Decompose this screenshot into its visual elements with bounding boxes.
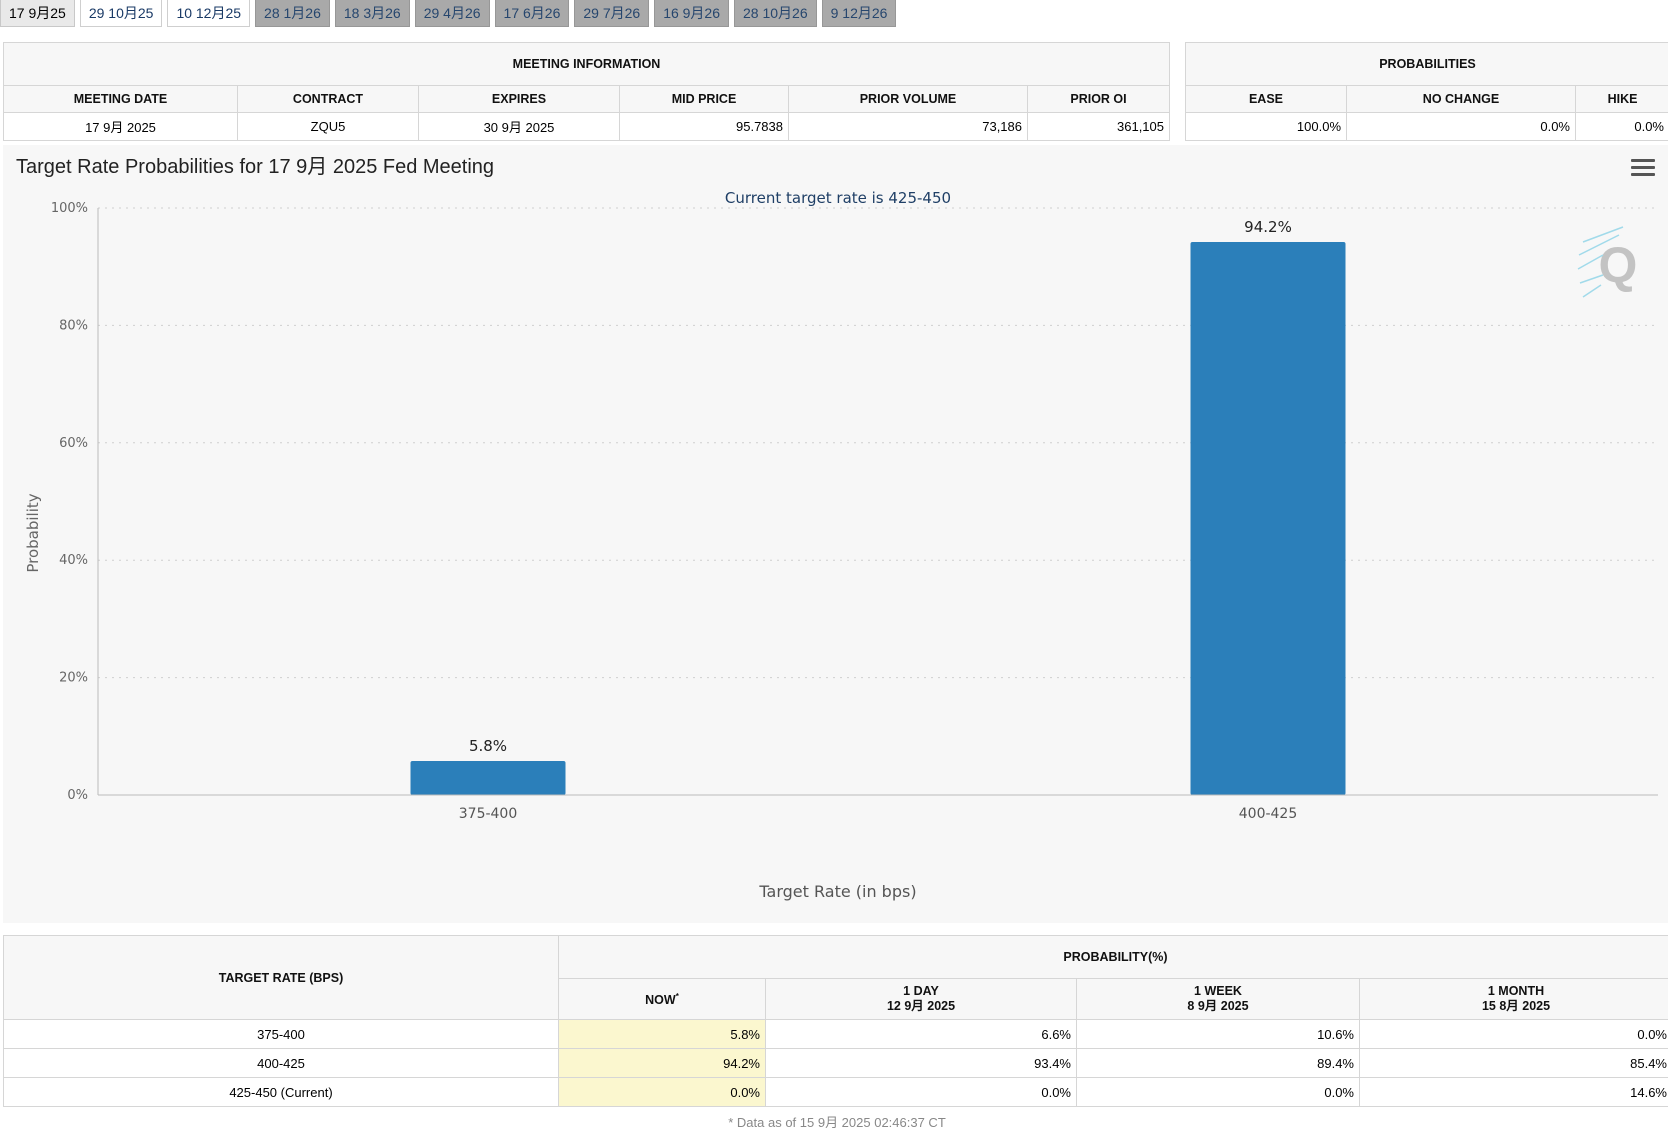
chart-panel: Target Rate Probabilities for 17 9月 2025… [3,145,1668,923]
bar-400-425[interactable] [1191,242,1346,795]
header-expires: EXPIRES [419,86,620,113]
one-month-probability-cell: 14.6% [1360,1078,1668,1107]
header-mid-price: MID PRICE [620,86,789,113]
meeting-tab[interactable]: 29 7月26 [574,0,649,27]
target-rate-cell: 425-450 (Current) [4,1078,559,1107]
one-day-probability-cell: 93.4% [766,1049,1077,1078]
header-no-change: NO CHANGE [1347,86,1576,113]
probabilities-table: PROBABILITIES EASE NO CHANGE HIKE 100.0%… [1185,42,1668,141]
probability-chart: Target Rate Probabilities for 17 9月 2025… [3,145,1668,923]
target-rate-table: TARGET RATE (BPS) PROBABILITY(%) NOW* 1 … [3,935,1668,1107]
one-week-probability-cell: 10.6% [1077,1020,1360,1049]
now-probability-cell: 94.2% [559,1049,766,1078]
meeting-tab[interactable]: 28 1月26 [255,0,330,27]
one-day-probability-cell: 0.0% [766,1078,1077,1107]
bars: 5.8% 94.2% [411,218,1346,795]
x-axis-title: Target Rate (in bps) [758,882,916,901]
x-tick-label: 375-400 [459,806,518,822]
prior-volume-value: 73,186 [789,113,1028,141]
meeting-tab[interactable]: 29 10月25 [80,0,163,27]
meeting-tab[interactable]: 9 12月26 [822,0,897,27]
prior-oi-value: 361,105 [1028,113,1170,141]
meeting-date-value: 17 9月 2025 [4,113,238,141]
meeting-tab[interactable]: 29 4月26 [415,0,490,27]
target-rate-cell: 400-425 [4,1049,559,1078]
svg-text:Q: Q [1599,237,1638,293]
chart-subtitle: Current target rate is 425-450 [725,189,951,207]
bar-data-label: 94.2% [1244,218,1292,236]
one-week-probability-cell: 89.4% [1077,1049,1360,1078]
header-probability: PROBABILITY(%) [559,936,1668,979]
one-day-probability-cell: 6.6% [766,1020,1077,1049]
header-ease: EASE [1186,86,1347,113]
ease-value: 100.0% [1186,113,1347,141]
probabilities-title: PROBABILITIES [1186,43,1668,86]
y-axis-title: Probability [24,493,42,572]
meeting-tab[interactable]: 17 9月25 [0,0,75,27]
meeting-information-title: MEETING INFORMATION [4,43,1170,86]
no-change-value: 0.0% [1347,113,1576,141]
bar-data-label: 5.8% [469,737,507,755]
y-tick-label: 40% [59,553,88,568]
now-probability-cell: 0.0% [559,1078,766,1107]
header-target-rate: TARGET RATE (BPS) [4,936,559,1020]
rate-table-row: 425-450 (Current)0.0%0.0%0.0%14.6% [4,1078,1668,1107]
y-tick-label: 0% [67,788,88,803]
header-meeting-date: MEETING DATE [4,86,238,113]
expires-value: 30 9月 2025 [419,113,620,141]
meeting-tab[interactable]: 28 10月26 [734,0,817,27]
target-rate-cell: 375-400 [4,1020,559,1049]
meeting-tab[interactable]: 18 3月26 [335,0,410,27]
x-tick-label: 400-425 [1239,806,1298,822]
meeting-tab[interactable]: 10 12月25 [167,0,250,27]
header-hike: HIKE [1576,86,1668,113]
meeting-information-table: MEETING INFORMATION MEETING DATE CONTRAC… [3,42,1170,141]
mid-price-value: 95.7838 [620,113,789,141]
header-prior-volume: PRIOR VOLUME [789,86,1028,113]
header-now: NOW* [559,979,766,1020]
now-probability-cell: 5.8% [559,1020,766,1049]
header-contract: CONTRACT [238,86,419,113]
one-month-probability-cell: 85.4% [1360,1049,1668,1078]
bar-375-400[interactable] [411,761,566,795]
grid-lines [98,208,1658,678]
axes: 0% 20% 40% 60% 80% 100% 375-400 400-425 [51,201,1658,822]
meeting-tab[interactable]: 16 9月26 [654,0,729,27]
y-tick-label: 100% [51,201,88,216]
chart-menu-icon[interactable] [1631,159,1655,179]
chart-title: Target Rate Probabilities for 17 9月 2025… [16,156,494,178]
header-prior-oi: PRIOR OI [1028,86,1170,113]
y-tick-label: 20% [59,671,88,686]
y-tick-label: 80% [59,318,88,333]
y-tick-label: 60% [59,436,88,451]
meeting-tab[interactable]: 17 6月26 [495,0,570,27]
contract-value: ZQU5 [238,113,419,141]
hike-value: 0.0% [1576,113,1668,141]
one-week-probability-cell: 0.0% [1077,1078,1360,1107]
one-month-probability-cell: 0.0% [1360,1020,1668,1049]
data-timestamp-footnote: * Data as of 15 9月 2025 02:46:37 CT [0,1112,1668,1131]
watermark-logo: Q [1578,227,1637,297]
